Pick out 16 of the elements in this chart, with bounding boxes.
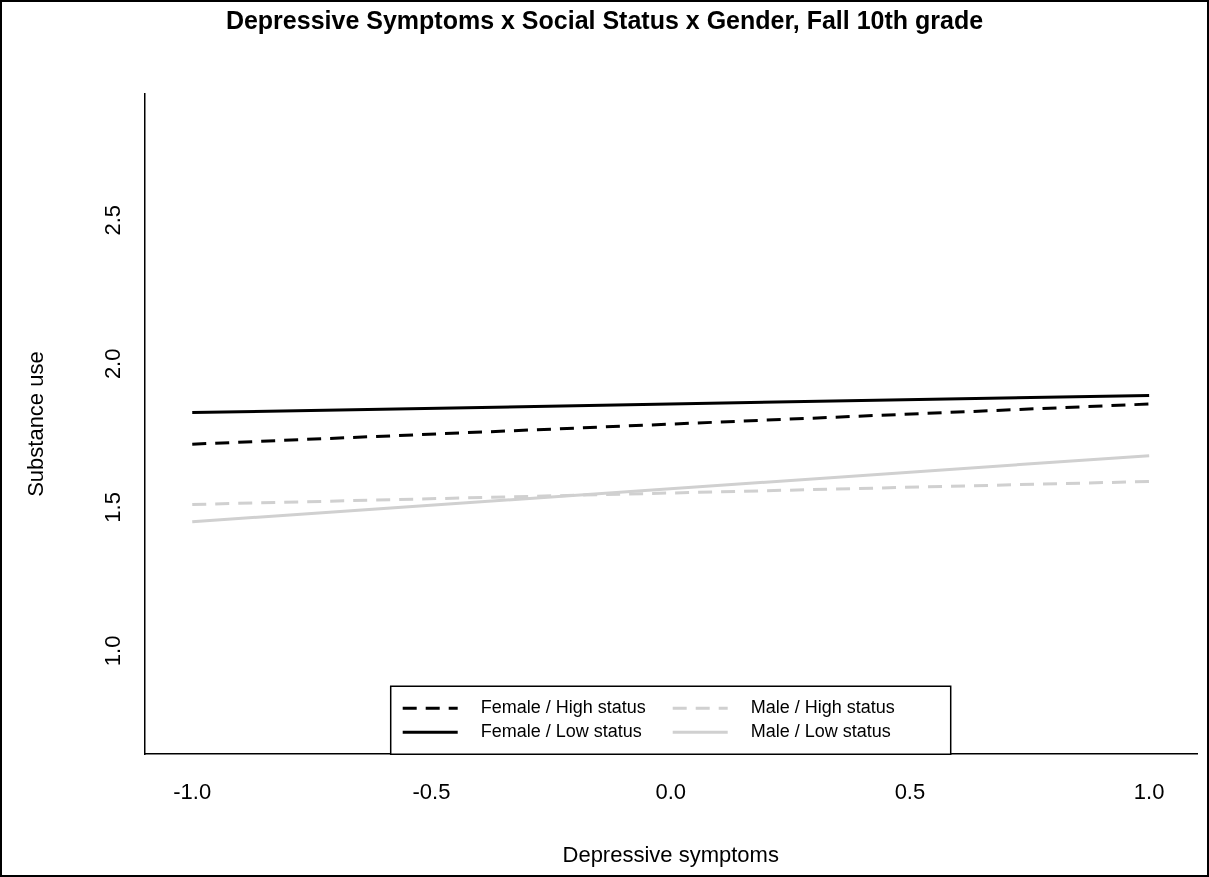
legend-label: Male / High status [750, 697, 895, 718]
x-tick-label: 0.5 [894, 779, 926, 805]
legend-label: Male / Low status [750, 721, 891, 742]
x-tick-label: -0.5 [412, 779, 451, 805]
y-tick-label: 1.0 [100, 635, 126, 667]
legend-label: Female / Low status [480, 721, 642, 742]
y-tick-label: 1.5 [100, 492, 126, 523]
y-axis-title: Substance use [23, 351, 49, 497]
x-tick-label: 0.0 [655, 779, 686, 805]
y-tick-label: 2.5 [100, 205, 126, 236]
x-axis-title: Depressive symptoms [562, 841, 779, 867]
legend-label: Female / High status [480, 697, 646, 718]
y-tick-label: 2.0 [100, 348, 126, 380]
x-tick-label: 1.0 [1133, 779, 1165, 805]
x-tick-label: -1.0 [173, 779, 212, 805]
chart-title: Depressive Symptoms x Social Status x Gender, Fall 10th grade [224, 6, 985, 35]
